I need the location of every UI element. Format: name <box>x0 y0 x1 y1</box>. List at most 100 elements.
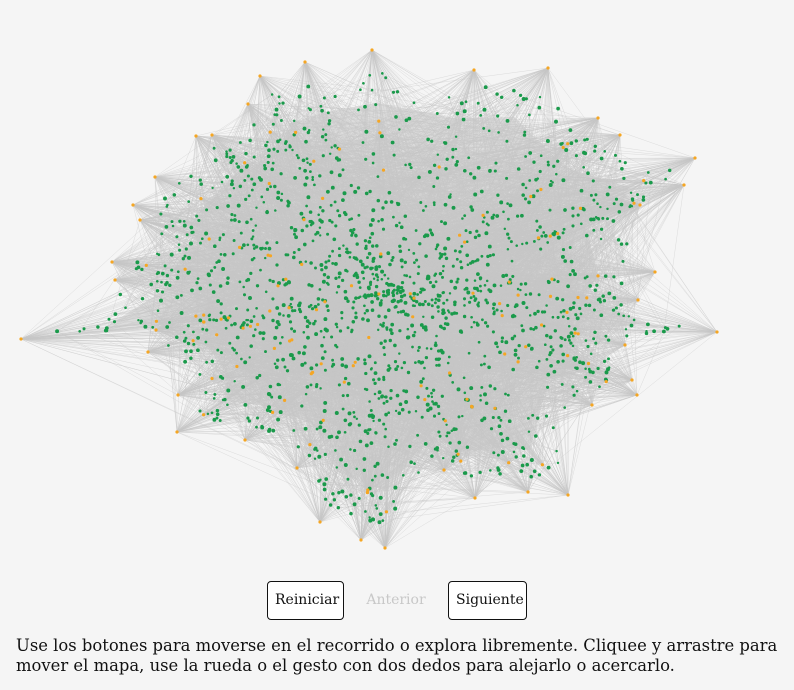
green-node-icon[interactable] <box>334 449 337 452</box>
green-node-icon[interactable] <box>369 492 374 496</box>
green-node-icon[interactable] <box>452 455 456 459</box>
green-node-icon[interactable] <box>182 223 187 228</box>
green-node-icon[interactable] <box>473 279 477 282</box>
green-node-icon[interactable] <box>382 377 386 382</box>
green-node-icon[interactable] <box>492 302 496 307</box>
green-node-icon[interactable] <box>371 244 375 248</box>
orange-node-icon[interactable] <box>295 466 299 470</box>
green-node-icon[interactable] <box>548 335 553 340</box>
green-node-icon[interactable] <box>395 291 399 295</box>
green-node-icon[interactable] <box>399 310 403 314</box>
green-node-icon[interactable] <box>382 375 386 379</box>
green-node-icon[interactable] <box>385 289 389 293</box>
green-node-icon[interactable] <box>366 293 371 298</box>
green-node-icon[interactable] <box>290 305 294 309</box>
green-node-icon[interactable] <box>364 510 367 513</box>
green-node-icon[interactable] <box>404 118 409 123</box>
green-node-icon[interactable] <box>506 247 510 251</box>
green-node-icon[interactable] <box>280 192 284 196</box>
green-node-icon[interactable] <box>434 297 438 301</box>
green-node-icon[interactable] <box>467 351 471 355</box>
green-node-icon[interactable] <box>584 375 588 379</box>
green-node-icon[interactable] <box>322 272 327 277</box>
green-node-icon[interactable] <box>291 309 295 313</box>
green-node-icon[interactable] <box>332 237 337 242</box>
green-node-icon[interactable] <box>533 311 537 316</box>
green-node-icon[interactable] <box>225 152 229 156</box>
green-node-icon[interactable] <box>349 493 353 497</box>
green-node-icon[interactable] <box>382 401 386 405</box>
green-node-icon[interactable] <box>440 220 443 224</box>
green-node-icon[interactable] <box>455 280 459 284</box>
green-node-icon[interactable] <box>169 252 174 257</box>
green-node-icon[interactable] <box>252 182 257 187</box>
green-node-icon[interactable] <box>304 260 308 263</box>
green-node-icon[interactable] <box>252 315 256 318</box>
green-node-icon[interactable] <box>554 119 558 124</box>
green-node-icon[interactable] <box>410 323 415 328</box>
green-node-icon[interactable] <box>305 324 310 329</box>
orange-node-icon[interactable] <box>585 296 589 300</box>
orange-node-icon[interactable] <box>110 260 114 264</box>
green-node-icon[interactable] <box>463 214 467 218</box>
green-node-icon[interactable] <box>527 343 531 347</box>
green-node-icon[interactable] <box>592 337 596 341</box>
green-node-icon[interactable] <box>104 326 109 330</box>
green-node-icon[interactable] <box>567 325 571 328</box>
green-node-icon[interactable] <box>326 275 330 280</box>
green-node-icon[interactable] <box>189 241 193 246</box>
green-node-icon[interactable] <box>428 280 433 284</box>
green-node-icon[interactable] <box>457 440 462 445</box>
green-node-icon[interactable] <box>596 216 599 220</box>
green-node-icon[interactable] <box>430 391 433 395</box>
green-node-icon[interactable] <box>500 309 503 313</box>
green-node-icon[interactable] <box>462 471 467 475</box>
green-node-icon[interactable] <box>267 246 272 251</box>
green-node-icon[interactable] <box>264 247 267 250</box>
green-node-icon[interactable] <box>367 251 372 256</box>
green-node-icon[interactable] <box>431 400 434 403</box>
orange-node-icon[interactable] <box>383 546 387 550</box>
green-node-icon[interactable] <box>355 417 359 421</box>
green-node-icon[interactable] <box>500 95 504 100</box>
green-node-icon[interactable] <box>238 141 242 144</box>
green-node-icon[interactable] <box>279 119 283 122</box>
green-node-icon[interactable] <box>330 185 335 190</box>
green-node-icon[interactable] <box>561 352 566 357</box>
green-node-icon[interactable] <box>284 148 288 152</box>
green-node-icon[interactable] <box>426 302 431 307</box>
green-node-icon[interactable] <box>175 335 179 339</box>
green-node-icon[interactable] <box>236 165 241 169</box>
green-node-icon[interactable] <box>477 301 480 304</box>
green-node-icon[interactable] <box>275 113 279 117</box>
green-node-icon[interactable] <box>472 320 476 324</box>
green-node-icon[interactable] <box>335 325 339 329</box>
green-node-icon[interactable] <box>393 442 397 446</box>
green-node-icon[interactable] <box>413 462 416 465</box>
green-node-icon[interactable] <box>436 404 441 409</box>
green-node-icon[interactable] <box>390 299 395 304</box>
green-node-icon[interactable] <box>198 286 203 291</box>
green-node-icon[interactable] <box>488 289 493 294</box>
green-node-icon[interactable] <box>480 418 484 423</box>
green-node-icon[interactable] <box>561 248 566 252</box>
green-node-icon[interactable] <box>480 254 484 258</box>
green-node-icon[interactable] <box>388 366 392 370</box>
orange-node-icon[interactable] <box>287 306 291 310</box>
green-node-icon[interactable] <box>159 298 163 303</box>
green-node-icon[interactable] <box>514 455 518 459</box>
green-node-icon[interactable] <box>149 282 154 287</box>
orange-node-icon[interactable] <box>290 338 294 342</box>
green-node-icon[interactable] <box>520 324 524 328</box>
green-node-icon[interactable] <box>443 141 446 144</box>
orange-node-icon[interactable] <box>351 364 355 368</box>
green-node-icon[interactable] <box>246 308 250 312</box>
orange-node-icon[interactable] <box>586 361 591 366</box>
green-node-icon[interactable] <box>259 268 262 272</box>
green-node-icon[interactable] <box>252 247 256 250</box>
orange-node-icon[interactable] <box>539 187 543 192</box>
green-node-icon[interactable] <box>476 165 481 170</box>
green-node-icon[interactable] <box>391 90 396 94</box>
green-node-icon[interactable] <box>421 209 425 212</box>
green-node-icon[interactable] <box>396 299 400 304</box>
